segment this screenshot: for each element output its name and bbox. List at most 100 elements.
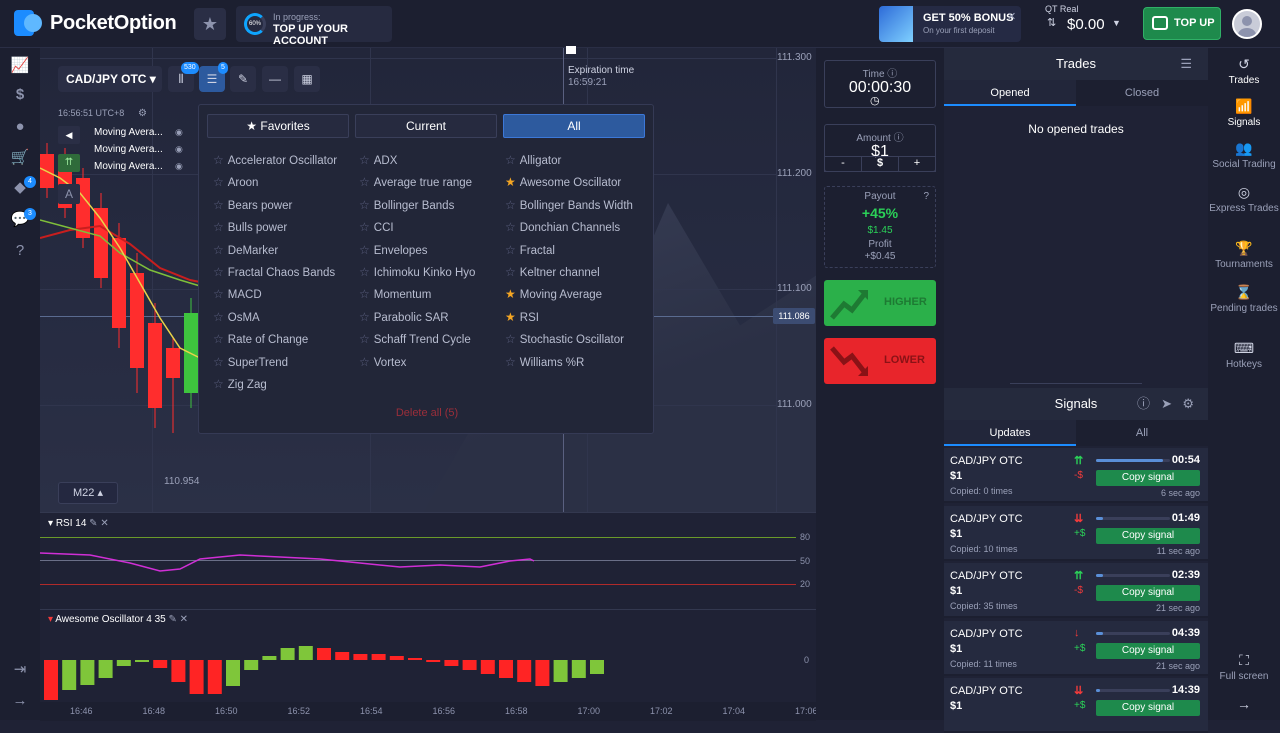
lower-button[interactable]: LOWER	[824, 338, 936, 384]
indicator-item[interactable]: ☆ SuperTrend	[213, 355, 358, 369]
tab-favorites[interactable]: ★ Favorites	[207, 114, 349, 138]
star-icon[interactable]: ☆	[505, 153, 516, 167]
currency-toggle[interactable]: $	[861, 157, 899, 171]
star-icon[interactable]: ★	[505, 287, 516, 302]
indicator-item[interactable]: ☆ Bears power	[213, 198, 358, 212]
account-balance[interactable]: $0.00	[1067, 16, 1105, 33]
grid-layout-icon[interactable]: ▦	[294, 66, 320, 92]
indicator-item[interactable]: ☆ Momentum	[359, 287, 504, 301]
indicator-item[interactable]: ☆ OsMA	[213, 310, 358, 324]
eye-icon[interactable]: ◉	[175, 161, 183, 171]
star-icon[interactable]: ☆	[505, 354, 516, 369]
indicator-item[interactable]: ☆ Keltner channel	[505, 265, 650, 279]
star-icon[interactable]: ☆	[359, 265, 370, 279]
nav-fullscreen[interactable]: ⛶ Full screen	[1208, 652, 1280, 682]
list-icon[interactable]: ☰	[1180, 56, 1192, 71]
indicator-item[interactable]: ☆ Ichimoku Kinko Hyo	[359, 265, 504, 279]
star-icon[interactable]: ☆	[213, 354, 224, 369]
cart-icon[interactable]: 🛒	[10, 149, 30, 166]
delete-all-button[interactable]: Delete all (5)	[395, 407, 459, 419]
asset-selector[interactable]: CAD/JPY OTC ▾	[58, 66, 162, 92]
close-icon[interactable]: ✕	[179, 614, 189, 625]
indicator-item[interactable]: ☆ Alligator	[505, 153, 650, 167]
star-icon[interactable]: ☆	[505, 265, 516, 279]
star-icon[interactable]: ☆	[359, 332, 370, 347]
indicator-item[interactable]: ☆ Rate of Change	[213, 332, 358, 346]
indicator-item[interactable]: ☆ DeMarker	[213, 243, 358, 257]
indicator-item[interactable]: ☆ Zig Zag	[213, 377, 358, 391]
chart-icon[interactable]: 📈	[10, 57, 30, 74]
indicator-item[interactable]: ☆ Accelerator Oscillator	[213, 153, 358, 167]
diamond-icon[interactable]: ◆	[14, 179, 26, 196]
star-icon[interactable]: ☆	[505, 332, 516, 347]
indicator-item[interactable]: ☆ Fractal	[505, 243, 650, 257]
telegram-icon[interactable]: ➤	[1161, 396, 1172, 411]
eye-icon[interactable]: ◉	[175, 127, 183, 137]
star-icon[interactable]: ☆	[359, 287, 370, 302]
chevron-down-icon[interactable]: ▼	[1112, 18, 1121, 28]
topup-button[interactable]: TOP UP	[1143, 7, 1221, 40]
amount-plus-button[interactable]: +	[913, 157, 921, 169]
higher-button[interactable]: HIGHER	[824, 280, 936, 326]
logo-icon[interactable]	[14, 10, 44, 36]
star-icon[interactable]: ☆	[213, 332, 224, 347]
indicator-item[interactable]: ☆ Parabolic SAR	[359, 310, 504, 324]
copy-signal-button[interactable]: Copy signal	[1096, 470, 1200, 486]
star-icon[interactable]: ☆	[505, 197, 516, 212]
user-icon[interactable]: ●	[15, 118, 25, 135]
clock-icon[interactable]: ◷	[870, 95, 880, 107]
arrow-right-icon[interactable]: →	[1237, 696, 1251, 712]
nav-social-trading[interactable]: 👥 Social Trading	[1208, 140, 1280, 170]
gear-icon[interactable]: ⚙	[138, 108, 147, 119]
star-icon[interactable]: ☆	[213, 220, 224, 235]
time-value[interactable]: 00:00:30	[848, 79, 912, 96]
star-icon[interactable]: ☆	[213, 197, 224, 212]
star-icon[interactable]: ☆	[213, 175, 224, 190]
indicator-item[interactable]: ☆ Fractal Chaos Bands	[213, 265, 358, 279]
indicator-item[interactable]: ☆ Bollinger Bands Width	[505, 198, 650, 212]
avatar[interactable]	[1232, 9, 1262, 39]
gear-icon[interactable]: ⚙	[1182, 396, 1194, 411]
star-icon[interactable]: ★	[505, 175, 516, 190]
eye-icon[interactable]: ◉	[175, 144, 183, 154]
logo-text[interactable]: PocketOption	[50, 12, 177, 34]
indicator-item[interactable]: ☆ Stochastic Oscillator	[505, 332, 650, 346]
star-icon[interactable]: ☆	[213, 265, 224, 279]
collapse-indicators-button[interactable]: ◀	[58, 126, 80, 144]
indicator-item[interactable]: ☆ Bulls power	[213, 220, 358, 234]
star-icon[interactable]: ☆	[213, 242, 224, 257]
brush-icon[interactable]: ✎	[230, 66, 256, 92]
help-icon[interactable]: ⓘ	[1136, 396, 1150, 411]
nav-tournaments[interactable]: 🏆 Tournaments	[1208, 240, 1280, 270]
star-icon[interactable]: ☆	[213, 153, 224, 167]
indicator-item[interactable]: ☆ CCI	[359, 220, 504, 234]
tab-all-signals[interactable]: All	[1076, 420, 1208, 446]
timeframe-selector[interactable]: M22 ▴	[58, 482, 118, 504]
star-icon[interactable]: ☆	[213, 377, 224, 391]
bonus-promo-banner[interactable]: GET 50% BONUS On your first deposit ✕	[879, 6, 1021, 42]
amount-box[interactable]: Amount ⓘ $1	[824, 124, 936, 172]
arrow-right-icon[interactable]: →	[12, 692, 28, 709]
pencil-icon[interactable]: ✎	[89, 518, 98, 529]
close-icon[interactable]: ✕	[1007, 11, 1017, 23]
star-icon[interactable]: ☆	[213, 287, 224, 302]
indicator-item[interactable]: ☆ Vortex	[359, 355, 504, 369]
dollar-icon[interactable]: $	[15, 86, 25, 103]
copy-signal-button[interactable]: Copy signal	[1096, 527, 1200, 544]
signal-up-icon[interactable]: ⇈	[58, 154, 80, 172]
indicator-item[interactable]: ☆ Average true range	[359, 175, 504, 189]
indicator-item[interactable]: ★ RSI	[505, 310, 650, 324]
star-icon[interactable]: ☆	[359, 153, 370, 167]
help-icon[interactable]: ?	[923, 191, 929, 202]
nav-trades[interactable]: ↺ Trades	[1208, 56, 1280, 86]
indicator-item[interactable]: ☆ Aroon	[213, 175, 358, 189]
indicator-item[interactable]: ☆ Donchian Channels	[505, 220, 650, 234]
star-icon[interactable]: ☆	[359, 220, 370, 235]
nav-pending-trades[interactable]: ⌛ Pending trades	[1208, 284, 1280, 314]
amount-value[interactable]: $1	[871, 143, 889, 160]
help-icon[interactable]: ?	[15, 242, 25, 259]
star-icon[interactable]: ☆	[359, 309, 370, 324]
time-box[interactable]: Time ⓘ 00:00:30	[824, 60, 936, 108]
drawing-text-icon[interactable]: A	[58, 184, 80, 204]
logout-icon[interactable]: ⇥	[13, 661, 27, 678]
